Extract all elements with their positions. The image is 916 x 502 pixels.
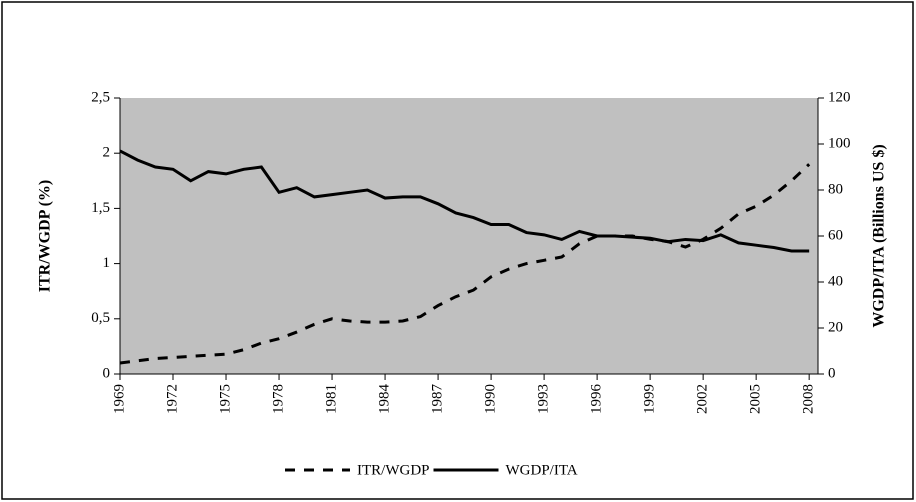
- legend-label: WGDP/ITA: [506, 462, 578, 478]
- yticks-label: 2,5: [91, 89, 110, 105]
- x-tick-label: 1993: [536, 384, 552, 414]
- series-line: [119, 149, 810, 253]
- legend-label: ITR/WGDP: [357, 462, 430, 478]
- x-tick-label: 1975: [217, 384, 233, 414]
- y2ticks-label: 120: [828, 89, 851, 105]
- x-tick-label: 1972: [164, 384, 180, 414]
- x-tick-label: 1978: [270, 384, 286, 414]
- plot-area: [120, 98, 818, 374]
- x-tick-label: 2002: [695, 384, 711, 414]
- yticks-label: 2: [103, 145, 111, 161]
- yticks-label: 1: [103, 255, 111, 271]
- x-tick-label: 1987: [430, 384, 446, 415]
- y2-axis-label: WGDP/ITA (Billions US $): [871, 144, 888, 327]
- series-line: [119, 163, 811, 365]
- x-tick-label: 1984: [377, 384, 393, 415]
- y2ticks-label: 80: [828, 181, 843, 197]
- x-tick-label: 1981: [323, 384, 339, 414]
- yticks-label: 1,5: [91, 200, 110, 216]
- x-tick-label: 2008: [801, 384, 817, 414]
- x-tick-label: 1969: [111, 384, 127, 414]
- y2ticks-label: 20: [828, 319, 843, 335]
- x-tick-label: 1990: [483, 384, 499, 414]
- yticks-label: 0,5: [91, 310, 110, 326]
- y2ticks-label: 0: [828, 365, 836, 381]
- y-axis-label: ITR/WGDP (%): [37, 180, 54, 292]
- x-tick-label: 1999: [642, 384, 658, 414]
- y2ticks-label: 60: [828, 227, 843, 243]
- yticks-label: 0: [103, 365, 111, 381]
- y2ticks-label: 100: [828, 135, 851, 151]
- x-tick-label: 2005: [748, 384, 764, 414]
- y2ticks-label: 40: [828, 273, 843, 289]
- x-tick-label: 1996: [589, 384, 605, 415]
